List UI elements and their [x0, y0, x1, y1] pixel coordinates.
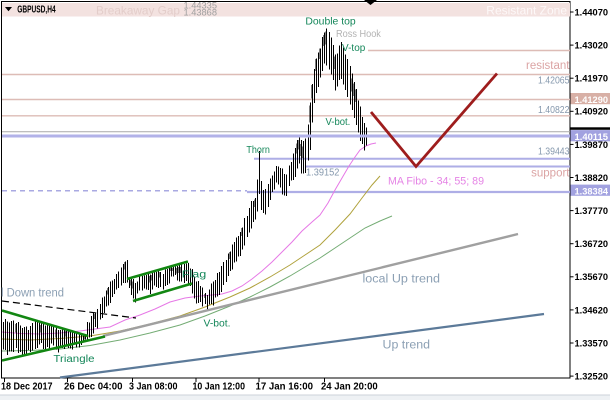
svg-text:1.40920: 1.40920	[575, 107, 609, 118]
svg-text:1.40115: 1.40115	[575, 132, 609, 143]
svg-text:Double top: Double top	[305, 17, 356, 28]
svg-text:1.43020: 1.43020	[575, 41, 609, 52]
svg-text:1.44070: 1.44070	[575, 7, 609, 18]
svg-text:Thorn: Thorn	[246, 145, 270, 156]
svg-text:1.37770: 1.37770	[575, 206, 609, 217]
svg-text:18 Dec 2017: 18 Dec 2017	[1, 382, 53, 393]
svg-text:1.42065: 1.42065	[538, 76, 570, 87]
svg-text:MA Fibo - 34; 55; 89: MA Fibo - 34; 55; 89	[388, 176, 484, 188]
svg-text:1.39870: 1.39870	[575, 140, 609, 151]
svg-text:V-bot.: V-bot.	[204, 319, 231, 330]
svg-text:1.41970: 1.41970	[575, 74, 609, 85]
svg-text:GBPUSD,H4: GBPUSD,H4	[17, 5, 56, 16]
svg-text:Breakaway Gap: Breakaway Gap	[96, 4, 180, 18]
svg-text:24 Jan 20:00: 24 Jan 20:00	[321, 382, 378, 393]
svg-text:1.41290: 1.41290	[575, 95, 609, 106]
svg-text:1.44335: 1.44335	[184, 1, 218, 11]
svg-text:1.32520: 1.32520	[575, 372, 609, 383]
svg-text:Ross Hook: Ross Hook	[336, 29, 382, 40]
svg-text:10 Jan 12:00: 10 Jan 12:00	[193, 382, 246, 393]
svg-text:1.43868: 1.43868	[184, 7, 218, 17]
svg-text:1.40822: 1.40822	[538, 105, 570, 116]
svg-text:Resistant Zone: Resistant Zone	[486, 4, 567, 18]
svg-text:1.36720: 1.36720	[575, 239, 609, 250]
svg-text:V-bot.: V-bot.	[326, 117, 351, 128]
svg-text:Triangle: Triangle	[53, 354, 95, 365]
svg-text:17 Jan 16:00: 17 Jan 16:00	[256, 382, 314, 393]
svg-text:1.38820: 1.38820	[575, 173, 609, 184]
svg-text:3 Jan 08:00: 3 Jan 08:00	[129, 382, 178, 393]
svg-text:Flag: Flag	[182, 269, 207, 280]
svg-text:1.35670: 1.35670	[575, 272, 609, 283]
svg-text:26 Dec 04:00: 26 Dec 04:00	[64, 382, 123, 393]
svg-text:support: support	[531, 167, 570, 179]
svg-text:local Up trend: local Up trend	[363, 273, 441, 285]
svg-text:Up trend: Up trend	[383, 340, 431, 352]
svg-text:1.33570: 1.33570	[575, 338, 609, 349]
svg-text:1.38384: 1.38384	[575, 187, 609, 198]
svg-text:1.34620: 1.34620	[575, 305, 609, 316]
svg-text:1.39152: 1.39152	[306, 168, 340, 179]
svg-text:resistant: resistant	[526, 60, 570, 72]
svg-text:V-top: V-top	[342, 43, 366, 54]
svg-text:l Down trend: l Down trend	[1, 287, 64, 299]
svg-text:1.39443: 1.39443	[538, 147, 570, 158]
